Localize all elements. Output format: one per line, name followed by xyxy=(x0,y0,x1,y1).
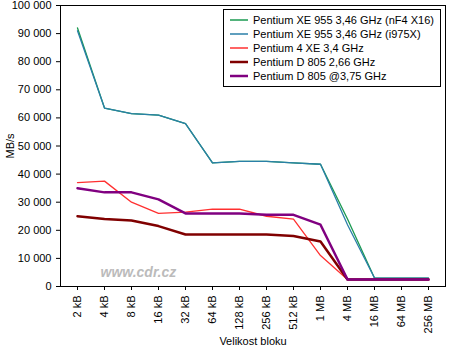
svg-text:50 000: 50 000 xyxy=(18,140,52,152)
svg-text:1 MB: 1 MB xyxy=(314,296,326,322)
svg-text:70 000: 70 000 xyxy=(18,83,52,95)
html-text:Pentium D 805 2,66 GHz: Pentium D 805 2,66 GHz xyxy=(253,56,376,68)
svg-text:4 kB: 4 kB xyxy=(98,296,110,318)
svg-text:10 000: 10 000 xyxy=(18,252,52,264)
svg-text:Velikost bloku: Velikost bloku xyxy=(219,335,286,347)
svg-text:512 kB: 512 kB xyxy=(287,296,299,330)
svg-text:256 MB: 256 MB xyxy=(422,296,434,334)
html-text:Pentium 4 XE 3,4 GHz: Pentium 4 XE 3,4 GHz xyxy=(253,42,364,54)
svg-text:16 MB: 16 MB xyxy=(368,296,380,328)
svg-text:60 000: 60 000 xyxy=(18,111,52,123)
html-text:Pentium XE 955 3,46 GHz (nF4 X: Pentium XE 955 3,46 GHz (nF4 X16) xyxy=(253,14,434,26)
svg-text:www.cdr.cz: www.cdr.cz xyxy=(101,264,177,280)
svg-text:32 kB: 32 kB xyxy=(179,296,191,324)
svg-text:2 kB: 2 kB xyxy=(71,296,83,318)
svg-text:64 MB: 64 MB xyxy=(395,296,407,328)
svg-text:128 kB: 128 kB xyxy=(233,296,245,330)
svg-text:100 000: 100 000 xyxy=(12,0,52,11)
html-text:Pentium XE 955 3,46 GHz (i975X: Pentium XE 955 3,46 GHz (i975X) xyxy=(253,28,421,40)
svg-text:30 000: 30 000 xyxy=(18,196,52,208)
html-text:Pentium D 805 @3,75 GHz: Pentium D 805 @3,75 GHz xyxy=(253,70,387,82)
svg-text:80 000: 80 000 xyxy=(18,55,52,67)
svg-text:90 000: 90 000 xyxy=(18,27,52,39)
svg-text:MB/s: MB/s xyxy=(4,133,16,159)
svg-text:0: 0 xyxy=(45,280,51,292)
svg-text:4 MB: 4 MB xyxy=(341,296,353,322)
svg-text:8 kB: 8 kB xyxy=(125,296,137,318)
svg-text:20 000: 20 000 xyxy=(18,224,52,236)
svg-text:40 000: 40 000 xyxy=(18,168,52,180)
svg-text:64 kB: 64 kB xyxy=(206,296,218,324)
svg-text:16 kB: 16 kB xyxy=(152,296,164,324)
svg-text:256 kB: 256 kB xyxy=(260,296,272,330)
